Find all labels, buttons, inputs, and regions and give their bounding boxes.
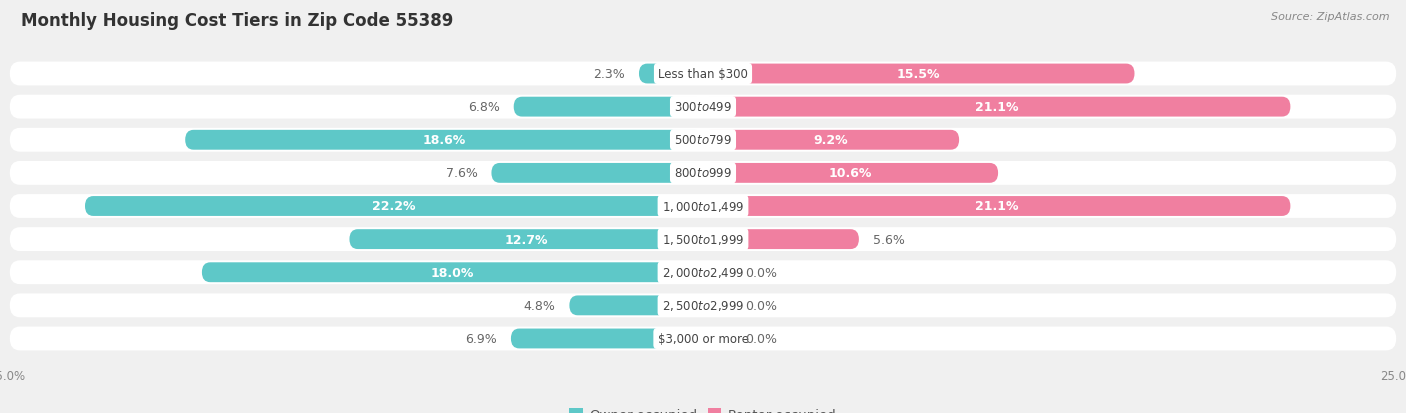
FancyBboxPatch shape bbox=[703, 197, 1291, 216]
Text: 15.5%: 15.5% bbox=[897, 68, 941, 81]
Text: $500 to $799: $500 to $799 bbox=[673, 134, 733, 147]
FancyBboxPatch shape bbox=[10, 62, 1396, 86]
Text: $1,000 to $1,499: $1,000 to $1,499 bbox=[662, 199, 744, 214]
FancyBboxPatch shape bbox=[84, 197, 703, 216]
Text: Less than $300: Less than $300 bbox=[658, 68, 748, 81]
Text: 0.0%: 0.0% bbox=[745, 299, 776, 312]
Text: 0.0%: 0.0% bbox=[745, 332, 776, 345]
FancyBboxPatch shape bbox=[638, 64, 703, 84]
FancyBboxPatch shape bbox=[569, 296, 703, 316]
Text: Source: ZipAtlas.com: Source: ZipAtlas.com bbox=[1271, 12, 1389, 22]
FancyBboxPatch shape bbox=[202, 263, 703, 282]
Text: 9.2%: 9.2% bbox=[814, 134, 848, 147]
FancyBboxPatch shape bbox=[510, 329, 703, 349]
FancyBboxPatch shape bbox=[10, 327, 1396, 351]
Text: 18.0%: 18.0% bbox=[430, 266, 474, 279]
Text: 21.1%: 21.1% bbox=[974, 101, 1018, 114]
Text: 18.6%: 18.6% bbox=[422, 134, 465, 147]
Text: Monthly Housing Cost Tiers in Zip Code 55389: Monthly Housing Cost Tiers in Zip Code 5… bbox=[21, 12, 454, 30]
Text: $300 to $499: $300 to $499 bbox=[673, 101, 733, 114]
Text: 2.3%: 2.3% bbox=[593, 68, 626, 81]
FancyBboxPatch shape bbox=[10, 128, 1396, 152]
FancyBboxPatch shape bbox=[513, 97, 703, 117]
FancyBboxPatch shape bbox=[186, 131, 703, 150]
FancyBboxPatch shape bbox=[350, 230, 703, 249]
Text: 6.8%: 6.8% bbox=[468, 101, 499, 114]
Text: 5.6%: 5.6% bbox=[873, 233, 904, 246]
FancyBboxPatch shape bbox=[10, 95, 1396, 119]
FancyBboxPatch shape bbox=[703, 97, 1291, 117]
FancyBboxPatch shape bbox=[492, 164, 703, 183]
FancyBboxPatch shape bbox=[703, 164, 998, 183]
FancyBboxPatch shape bbox=[703, 64, 1135, 84]
FancyBboxPatch shape bbox=[10, 161, 1396, 185]
Text: $3,000 or more: $3,000 or more bbox=[658, 332, 748, 345]
FancyBboxPatch shape bbox=[10, 195, 1396, 218]
Text: 22.2%: 22.2% bbox=[373, 200, 416, 213]
Text: 21.1%: 21.1% bbox=[974, 200, 1018, 213]
FancyBboxPatch shape bbox=[10, 294, 1396, 318]
FancyBboxPatch shape bbox=[703, 131, 959, 150]
Text: 10.6%: 10.6% bbox=[830, 167, 872, 180]
Text: $800 to $999: $800 to $999 bbox=[673, 167, 733, 180]
FancyBboxPatch shape bbox=[10, 261, 1396, 285]
Text: 4.8%: 4.8% bbox=[523, 299, 555, 312]
Legend: Owner-occupied, Renter-occupied: Owner-occupied, Renter-occupied bbox=[564, 402, 842, 413]
Text: $1,500 to $1,999: $1,500 to $1,999 bbox=[662, 233, 744, 247]
FancyBboxPatch shape bbox=[10, 228, 1396, 252]
Text: 0.0%: 0.0% bbox=[745, 266, 776, 279]
Text: $2,000 to $2,499: $2,000 to $2,499 bbox=[662, 266, 744, 280]
FancyBboxPatch shape bbox=[703, 230, 859, 249]
Text: $2,500 to $2,999: $2,500 to $2,999 bbox=[662, 299, 744, 313]
Text: 12.7%: 12.7% bbox=[505, 233, 548, 246]
Text: 7.6%: 7.6% bbox=[446, 167, 478, 180]
Text: 6.9%: 6.9% bbox=[465, 332, 496, 345]
